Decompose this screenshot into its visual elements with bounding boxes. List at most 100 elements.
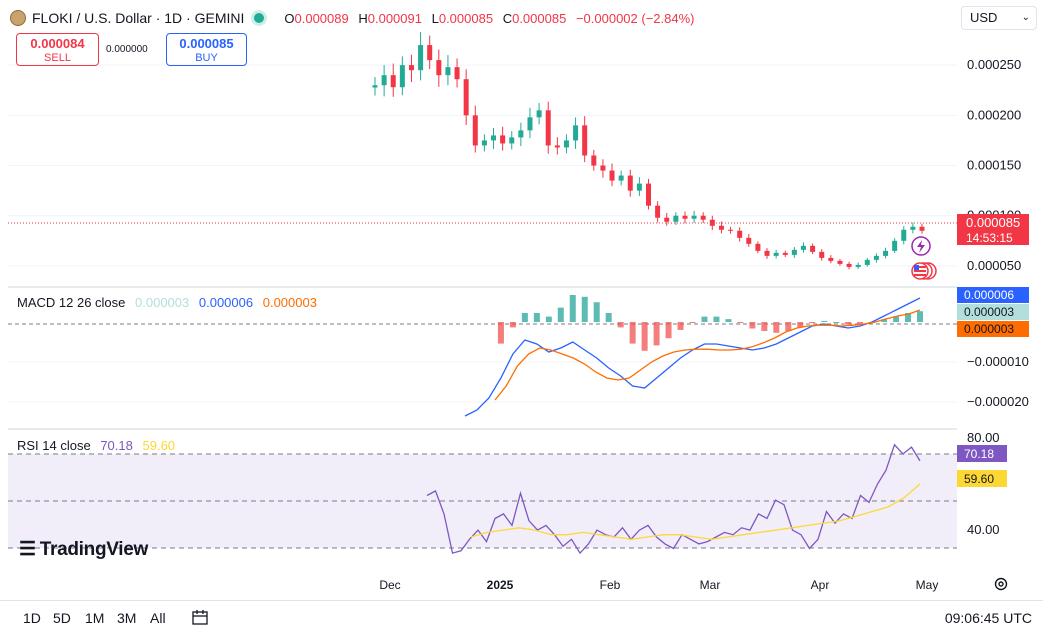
candle-body — [819, 251, 825, 258]
high-key: H — [358, 10, 368, 26]
rsi-ma-badge: 59.60 — [964, 472, 994, 486]
macd-hist-bar — [701, 316, 708, 322]
macd-histogram — [497, 295, 923, 351]
rsi-legend-rsi: 70.18 — [100, 438, 133, 453]
macd-axis[interactable]: −0.000010 −0.000020 — [8, 354, 1029, 409]
candle-body — [728, 229, 734, 231]
time-tick-label: Apr — [810, 578, 830, 592]
macd-legend[interactable]: MACD 12 26 close 0.000003 0.000006 0.000… — [17, 295, 323, 310]
macd-legend-name: MACD 12 26 close — [17, 295, 126, 310]
macd-hist-bar — [581, 296, 588, 322]
last-price-badge-countdown: 14:53:15 — [966, 231, 1013, 245]
candle-body — [828, 257, 834, 261]
economic-events-icon[interactable] — [911, 262, 937, 280]
candle-body — [463, 79, 469, 116]
candle-body — [883, 250, 889, 256]
buy-button[interactable]: 0.000085 BUY — [166, 33, 247, 66]
candle-body — [454, 67, 460, 80]
rsi-line — [426, 443, 921, 555]
utc-clock[interactable]: 09:06:45 UTC — [944, 610, 1032, 626]
macd-hist-bar — [665, 322, 672, 339]
time-tick-label: May — [915, 578, 939, 592]
symbol-title[interactable]: FLOKI / U.S. Dollar · 1D · GEMINI — [32, 10, 245, 26]
candle-body — [636, 183, 642, 191]
timeframe-5d[interactable]: 5D — [53, 610, 71, 626]
candle-body — [709, 219, 715, 226]
macd-hist-bar — [593, 302, 600, 322]
price-tick-label: 0.000200 — [967, 107, 1021, 122]
macd-tick-label: −0.000010 — [967, 354, 1029, 369]
macd-hist-bar — [689, 322, 696, 323]
macd-hist-bar — [545, 316, 552, 322]
candle-body — [864, 259, 870, 265]
macd-hist-bar — [641, 322, 648, 351]
candle-body — [491, 135, 497, 141]
macd-hist-bar — [629, 322, 636, 344]
macd-hist-bar — [605, 313, 612, 322]
close-key: C — [502, 10, 513, 26]
candle-body — [746, 237, 752, 244]
macd-hist-bar — [749, 322, 756, 329]
market-open-status-icon[interactable] — [254, 13, 265, 23]
macd-hist-bar — [809, 322, 816, 323]
symbol-legend[interactable]: FLOKI / U.S. Dollar · 1D · GEMINI O0.000… — [10, 8, 701, 28]
candle-body — [800, 245, 806, 250]
macd-hist-bar — [797, 322, 804, 328]
candle-body — [582, 125, 588, 156]
macd-hist-bar — [497, 322, 504, 344]
candle-body — [664, 217, 670, 222]
macd-hist-bar — [557, 307, 564, 322]
timeframe-all[interactable]: All — [150, 610, 166, 626]
low-value: 0.000085 — [438, 10, 494, 26]
macd-value-badges: 0.000006 0.000003 0.000003 — [957, 287, 1029, 337]
sell-label: SELL — [44, 52, 71, 64]
candle-body — [901, 229, 907, 241]
sell-price: 0.000084 — [30, 36, 85, 51]
candle-body — [591, 155, 597, 166]
macd-hist-bar — [653, 322, 660, 346]
macd-hist-bar — [761, 322, 768, 331]
candle-body — [418, 45, 424, 71]
candle-body — [764, 250, 770, 256]
change-value: −0.000002 (−2.84%) — [575, 10, 695, 26]
candle-body — [436, 60, 442, 76]
macd-legend-signal: 0.000003 — [262, 295, 317, 310]
high-value: 0.000091 — [367, 10, 422, 26]
candle-body — [773, 252, 779, 256]
price-tick-label: 0.000150 — [967, 158, 1021, 173]
candle-body — [700, 215, 706, 220]
bottom-toolbar — [0, 600, 1043, 638]
candle-body — [545, 110, 551, 146]
candle-body — [554, 145, 560, 148]
date-range-calendar-icon[interactable] — [191, 608, 209, 626]
macd-hist-bar — [737, 322, 744, 324]
rsi-badge: 70.18 — [964, 447, 994, 461]
sell-button[interactable]: 0.000084 SELL — [16, 33, 99, 66]
timeframe-1d[interactable]: 1D — [23, 610, 41, 626]
rsi-legend[interactable]: RSI 14 close 70.18 59.60 — [17, 438, 181, 453]
tradingview-logo[interactable]: ☰ TradingView — [19, 538, 148, 561]
price-tick-label: 0.000050 — [967, 258, 1021, 273]
currency-select[interactable]: USD ⌄ — [961, 6, 1037, 30]
candle-body — [500, 135, 506, 144]
settings-gear-icon[interactable] — [993, 576, 1009, 592]
macd-hist-bar — [773, 322, 780, 333]
candle-body — [609, 170, 615, 181]
candle-body — [481, 140, 487, 146]
lightning-icon[interactable] — [911, 236, 931, 256]
candle-body — [518, 130, 524, 138]
timeframe-3m[interactable]: 3M — [117, 610, 137, 626]
candle-body — [791, 249, 797, 255]
macd-hist-bar — [857, 322, 864, 324]
candle-body — [372, 85, 378, 88]
buy-label: BUY — [195, 52, 218, 64]
rsi-axis[interactable]: 80.00 40.00 — [967, 430, 1000, 537]
signal-line — [494, 309, 921, 401]
chevron-down-icon: ⌄ — [1021, 12, 1030, 23]
timeframe-1m[interactable]: 1M — [85, 610, 105, 626]
candle-body — [718, 225, 724, 230]
candle-body — [427, 45, 433, 61]
macd-hist-bar — [833, 322, 840, 323]
